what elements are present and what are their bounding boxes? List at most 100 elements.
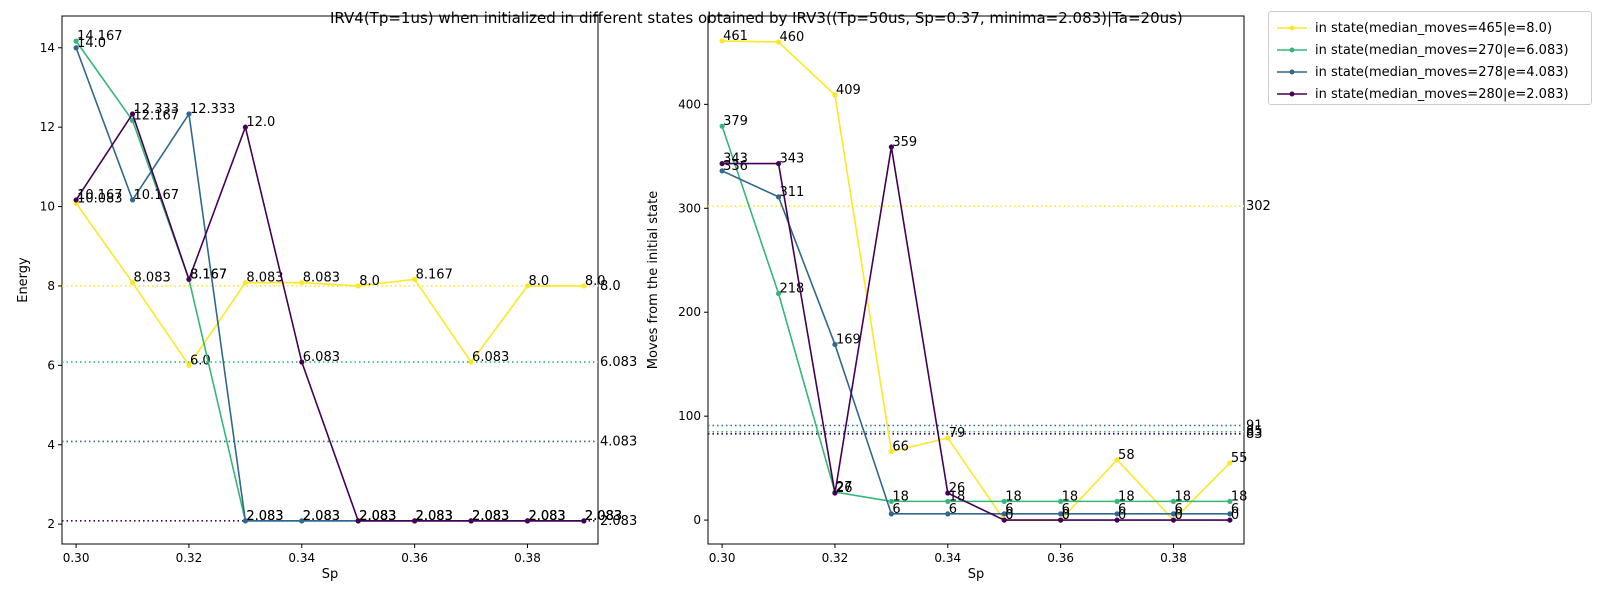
panel-1-point-465 xyxy=(412,276,418,282)
panel-2-y-tick-label: 0 xyxy=(693,513,701,527)
panel-1-data-label-465: 10.083 xyxy=(77,191,123,206)
panel-2-point-465 xyxy=(832,92,838,98)
panel-2-point-280 xyxy=(1114,517,1120,523)
panel-1-data-label-278: 12.333 xyxy=(190,102,236,117)
panel-1-reference-label-270: 6.083 xyxy=(600,355,637,370)
panel-2-data-label-465: 461 xyxy=(723,29,748,44)
panel-2-point-465 xyxy=(1227,460,1233,466)
panel-2-data-label-278: 6 xyxy=(1062,502,1070,517)
panel-2-point-280 xyxy=(888,144,894,150)
panel-2-data-label-465: 55 xyxy=(1231,451,1248,466)
panel-2-y-axis-label: Moves from the initial state xyxy=(646,191,661,369)
panel-2-data-label-270: 218 xyxy=(780,282,805,297)
panel-2-point-278 xyxy=(888,511,894,517)
panel-2-data-label-465: 79 xyxy=(949,426,966,441)
panel-2-data-label-280: 343 xyxy=(780,152,805,167)
panel-2-point-278 xyxy=(719,168,725,174)
panel-1-point-278 xyxy=(242,518,248,524)
panel-1-reference-label-278: 4.083 xyxy=(600,434,637,449)
legend-label-270: in state(median_moves=270|e=6.083) xyxy=(1315,42,1569,58)
panel-1-point-280 xyxy=(186,276,192,282)
panel-2-point-280 xyxy=(1170,517,1177,523)
panel-1-point-278 xyxy=(129,197,136,203)
panel-2-data-label-278: 6 xyxy=(1118,502,1126,517)
panel-1-data-label-280: 8.167 xyxy=(190,267,227,282)
panel-1-data-label-278: 2.083 xyxy=(303,509,340,524)
panel-1-data-label-465: 8.0 xyxy=(585,274,606,289)
panel-2-series-line-465 xyxy=(722,40,1231,522)
panel-1: 0.30 0.32 0.34 0.36 0.38 2 4 6 8 10 12 14 Sp Energy 8.… xyxy=(16,15,637,582)
panel-1-data-label-465: 8.083 xyxy=(303,271,340,286)
panel-2-data-label-270: 18 xyxy=(1062,489,1079,504)
panel-2-point-465 xyxy=(775,39,782,45)
panel-2-axes-frame xyxy=(707,15,1245,545)
panel-2-point-278 xyxy=(775,194,782,200)
panel-2-point-280 xyxy=(719,160,725,167)
panel-2-x-tick-label: 0.30 xyxy=(709,551,736,565)
panel-1-data-label-280: 2.083 xyxy=(416,509,453,524)
panel-2-point-278 xyxy=(1227,511,1233,517)
panel-2-point-278 xyxy=(945,511,951,517)
panel-1-point-280 xyxy=(468,518,474,524)
panel-2-point-270 xyxy=(775,290,782,297)
panel-1-y-axis-label: Energy xyxy=(16,257,31,303)
panel-1-point-465 xyxy=(242,280,248,286)
panel-2-point-270 xyxy=(888,498,894,504)
panel-2-data-label-465: 460 xyxy=(780,30,805,45)
legend: in state(median_moves=465|e=8.0) in stat… xyxy=(1268,11,1592,105)
panel-1-axes-frame xyxy=(61,15,599,545)
legend-marker-270 xyxy=(1289,47,1295,53)
panel-1-point-278 xyxy=(186,111,192,117)
panel-1-data-label-465: 6.0 xyxy=(190,353,211,368)
panel-2-data-label-280: 0 xyxy=(1118,508,1126,523)
panel-1-point-280 xyxy=(73,197,79,203)
panel-1-data-label-270: 14.167 xyxy=(77,29,123,44)
panel-1-y-tick-label: 2 xyxy=(47,517,55,531)
panel-1-data-label-278: 10.167 xyxy=(134,188,180,203)
panel-1-point-465 xyxy=(581,283,587,289)
panel-1-x-axis-label: Sp xyxy=(322,567,339,582)
legend-item-465: in state(median_moves=465|e=8.0) xyxy=(1277,18,1552,38)
panel-1-x-tick-label: 0.38 xyxy=(514,551,541,565)
panel-2-series-line-278 xyxy=(721,170,1230,515)
panel-1-data-label-278: 2.083 xyxy=(246,509,283,524)
panel-2-data-label-280: 0 xyxy=(1174,508,1182,523)
panel-2-data-label-278: 6 xyxy=(892,502,900,517)
panel-1-data-label-280: 12.0 xyxy=(246,115,275,130)
panel-1-point-280 xyxy=(581,518,587,524)
panel-1-data-label-280: 2.083 xyxy=(528,509,565,524)
panel-2-data-label-465: 0 xyxy=(1174,508,1182,523)
panel-2-y-tick-label: 200 xyxy=(678,305,701,319)
legend-label-465: in state(median_moves=465|e=8.0) xyxy=(1315,20,1553,36)
panel-1-data-label-270: 12.167 xyxy=(134,109,180,124)
panel-2-data-label-270: 27 xyxy=(836,480,853,495)
panel-2-point-465 xyxy=(719,38,725,44)
panel-2-data-label-278: 336 xyxy=(723,159,748,174)
panel-2-point-270 xyxy=(1001,498,1007,504)
panel-1-point-465 xyxy=(129,280,136,286)
panel-1-point-280 xyxy=(242,124,248,130)
legend-swatch-465 xyxy=(1277,25,1307,31)
panel-1-data-label-465: 8.167 xyxy=(416,267,453,282)
panel-1-y-tick-label: 4 xyxy=(47,438,55,452)
panel-2-data-label-270: 18 xyxy=(892,489,909,504)
panel-2-point-465 xyxy=(888,448,894,455)
legend-item-278: in state(median_moves=278|e=4.083) xyxy=(1277,62,1569,82)
panel-1-data-label-270: 8.167 xyxy=(190,267,227,282)
legend-marker-280 xyxy=(1289,91,1295,97)
legend-swatch-280 xyxy=(1277,91,1307,97)
panel-1-y-tick-label: 10 xyxy=(40,200,55,214)
panel-2-data-label-278: 6 xyxy=(1174,502,1182,517)
panel-2-data-label-270: 18 xyxy=(1118,489,1135,504)
panel-1-data-label-280: 10.167 xyxy=(77,188,123,203)
panel-2-reference-label-280: 83 xyxy=(1246,427,1263,442)
panel-2-point-280 xyxy=(1001,517,1007,523)
panel-2-y-tick-label: 300 xyxy=(678,201,701,215)
panel-2-data-label-280: 26 xyxy=(836,481,853,496)
panel-2-point-270 xyxy=(1114,498,1120,504)
panel-2-point-465 xyxy=(1114,457,1120,463)
panel-2-point-280 xyxy=(1227,517,1233,523)
panel-1-y-tick-label: 8 xyxy=(47,279,55,293)
panel-2-data-label-278: 169 xyxy=(836,332,861,347)
